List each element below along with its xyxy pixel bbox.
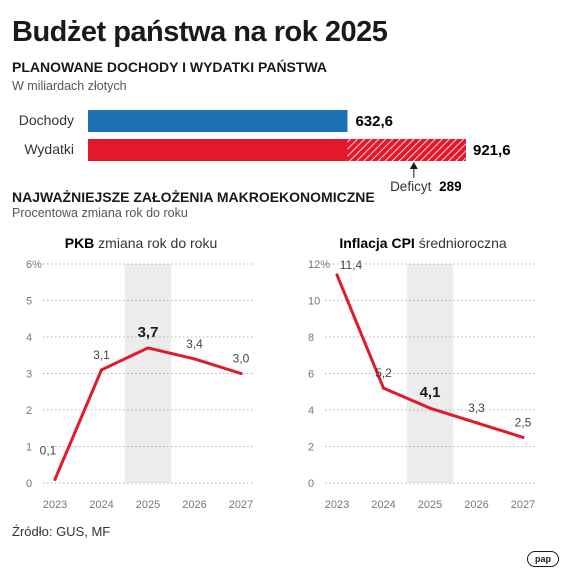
x-tick-label: 2025	[418, 499, 442, 511]
deficit-arrowhead	[409, 162, 418, 169]
y-tick-label: 6%	[26, 259, 42, 271]
chart-title-bold: PKB	[65, 235, 95, 251]
chart-title: Inflacja CPI średnioroczna	[339, 235, 507, 251]
data-label: 3,0	[233, 352, 250, 366]
data-point	[53, 477, 57, 481]
y-tick-label: 6	[308, 369, 314, 381]
budget-subheading: W miliardach złotych	[12, 79, 127, 93]
data-point	[239, 372, 243, 375]
x-tick-label: 2023	[325, 499, 349, 511]
data-point	[521, 435, 525, 439]
budget-bar-chart: Dochody Wydatki 632,6 921,6 Deficyt 289	[19, 110, 511, 194]
chart-title-bold: Inflacja CPI	[339, 235, 414, 251]
data-label: 11,4	[340, 258, 363, 272]
data-point	[335, 273, 339, 277]
x-tick-label: 2024	[89, 499, 113, 511]
x-tick-label: 2026	[182, 499, 206, 511]
expense-label: Wydatki	[24, 141, 74, 157]
data-label: 2,5	[515, 415, 532, 429]
cpi-line-chart: Inflacja CPI średnioroczna 0 2 4 6 8 10 12% 2023…	[308, 235, 535, 511]
source-note: Źródło: GUS, MF	[12, 524, 111, 539]
gdp-line-chart: PKB zmiana rok do roku 0 1 2 3 4 5 6% 2023 2024 20…	[26, 235, 253, 511]
macro-heading: NAJWAŻNIEJSZE ZAŁOŻENIA MAKROEKONOMICZNE	[12, 189, 375, 205]
macro-subheading: Procentowa zmiana rok do roku	[12, 206, 188, 220]
deficit-label: Deficyt	[390, 179, 432, 194]
x-tick-label: 2023	[43, 499, 67, 511]
data-label: 3,1	[93, 348, 110, 362]
data-label: 3,3	[468, 401, 485, 415]
data-label: 3,7	[138, 324, 159, 341]
income-bar	[88, 110, 348, 132]
budget-heading: PLANOWANE DOCHODY I WYDATKI PAŃSTWA	[12, 59, 327, 75]
chart-title: PKB zmiana rok do roku	[65, 235, 218, 251]
chart-title-rest: średnioroczna	[415, 235, 507, 251]
data-point	[475, 421, 478, 425]
data-label: 3,4	[186, 337, 203, 351]
data-point	[193, 357, 196, 361]
data-label: 5,2	[375, 366, 392, 380]
y-tick-label: 2	[308, 442, 314, 454]
y-tick-label: 10	[308, 296, 320, 308]
chart-title-rest: zmiana rok do roku	[94, 235, 217, 251]
y-tick-label: 12%	[308, 259, 330, 271]
data-point	[428, 406, 432, 410]
data-label: 4,1	[420, 384, 441, 401]
deficit-bar	[347, 139, 466, 161]
income-label: Dochody	[19, 112, 74, 128]
x-tick-label: 2027	[511, 499, 535, 511]
y-tick-label: 4	[26, 332, 32, 344]
y-tick-label: 0	[26, 478, 32, 490]
deficit-callout: Deficyt 289	[390, 179, 462, 194]
page-title: Budżet państwa na rok 2025	[12, 16, 388, 48]
data-point	[100, 368, 103, 372]
data-point	[382, 386, 385, 390]
y-tick-label: 4	[308, 405, 314, 417]
pap-logo: pap	[527, 551, 559, 567]
y-tick-label: 5	[26, 296, 32, 308]
data-label: 0,1	[40, 443, 57, 457]
y-tick-label: 8	[308, 332, 314, 344]
x-tick-label: 2025	[136, 499, 160, 511]
x-tick-label: 2024	[371, 499, 395, 511]
expense-bar	[88, 139, 348, 161]
x-tick-label: 2026	[464, 499, 488, 511]
deficit-value: 289	[439, 179, 462, 194]
data-point	[146, 346, 150, 350]
y-tick-label: 2	[26, 405, 32, 417]
expense-value: 921,6	[473, 142, 511, 159]
income-value: 632,6	[355, 113, 393, 130]
y-tick-label: 3	[26, 369, 32, 381]
y-tick-label: 1	[26, 442, 32, 454]
y-tick-label: 0	[308, 478, 314, 490]
x-tick-label: 2027	[229, 499, 253, 511]
